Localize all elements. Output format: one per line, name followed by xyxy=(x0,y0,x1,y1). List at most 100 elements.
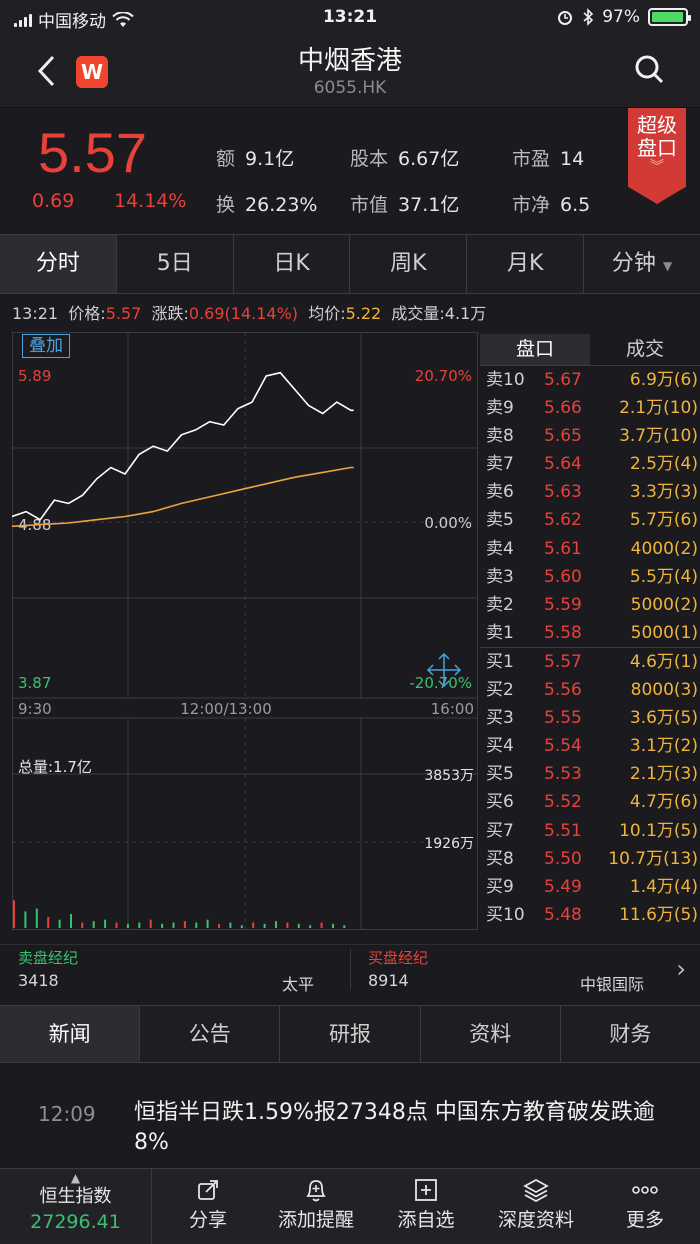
intraday-chart[interactable]: 5.89 4.88 3.87 20.70% 0.00% -20.70% 9:30… xyxy=(11,332,478,930)
tab-orderbook[interactable]: 盘口 xyxy=(480,334,590,365)
ask-row[interactable]: 卖8 5.65 3.7万(10) xyxy=(480,422,700,450)
buy-broker-name: 中银国际 xyxy=(580,975,645,994)
ask-row[interactable]: 卖9 5.66 2.1万(10) xyxy=(480,394,700,422)
broker-divider xyxy=(350,949,351,989)
bid-price: 5.57 xyxy=(544,651,582,672)
bid-row[interactable]: 买10 5.48 11.6万(5) xyxy=(480,901,700,929)
tab-minute[interactable]: 分钟 ▼ xyxy=(611,251,673,276)
tab-daily-k[interactable]: 日K xyxy=(234,235,351,293)
ask-level-label: 卖6 xyxy=(486,482,514,503)
tab-announcements[interactable]: 公告 xyxy=(140,1006,281,1062)
more-button[interactable]: 更多 xyxy=(616,1177,674,1232)
ask-row[interactable]: 卖4 5.61 4000(2) xyxy=(480,535,700,563)
ask-volume: 5.5万(4) xyxy=(629,566,698,587)
back-button[interactable] xyxy=(36,54,56,94)
ask-row[interactable]: 卖1 5.58 5000(1) xyxy=(480,619,700,647)
volume-bar xyxy=(309,925,312,928)
add-watchlist-button[interactable]: 添自选 xyxy=(390,1177,462,1232)
more-icon xyxy=(632,1186,658,1194)
bid-row[interactable]: 买2 5.56 8000(3) xyxy=(480,676,700,704)
bid-level-label: 买2 xyxy=(486,680,514,701)
add-alert-button[interactable]: 添加提醒 xyxy=(270,1177,362,1232)
tab-monthly-k[interactable]: 月K xyxy=(467,235,585,293)
ask-volume: 3.3万(3) xyxy=(629,482,698,503)
bid-volume: 1.4万(4) xyxy=(629,876,698,897)
ask-price: 5.63 xyxy=(544,482,582,503)
bid-row[interactable]: 买9 5.49 1.4万(4) xyxy=(480,873,700,901)
status-bar: 中国移动 13:21 97% xyxy=(0,0,700,36)
price-change-percent: 14.14% xyxy=(114,190,187,212)
index-ticker[interactable]: ▲ 恒生指数 27296.41 xyxy=(0,1169,152,1244)
tab-trades[interactable]: 成交 xyxy=(625,338,664,360)
bid-price: 5.50 xyxy=(544,848,582,869)
volume-bar xyxy=(286,922,289,928)
buy-broker-id: 8914 xyxy=(368,971,409,990)
price-high-label: 5.89 xyxy=(18,367,51,385)
nav-bar: W 中烟香港 6055.HK xyxy=(0,36,700,108)
search-button[interactable] xyxy=(634,54,664,84)
ask-row[interactable]: 卖5 5.62 5.7万(6) xyxy=(480,506,700,534)
bid-level-label: 买8 xyxy=(486,848,514,869)
bid-volume: 4.6万(1) xyxy=(629,651,698,672)
pct-mid-label: 0.00% xyxy=(424,514,472,532)
chevron-right-icon[interactable]: › xyxy=(676,955,686,983)
volume-bar xyxy=(172,922,175,928)
broker-panel[interactable]: 卖盘经纪 3418 太平 买盘经纪 8914 中银国际 › xyxy=(0,944,700,994)
bid-row[interactable]: 买6 5.52 4.7万(6) xyxy=(480,788,700,816)
app-logo[interactable]: W xyxy=(76,56,108,88)
bid-row[interactable]: 买8 5.50 10.7万(13) xyxy=(480,845,700,873)
index-name: 恒生指数 xyxy=(39,1186,112,1207)
ask-price: 5.65 xyxy=(544,426,582,447)
volume-bar xyxy=(58,919,61,928)
fullscreen-icon[interactable] xyxy=(426,652,462,688)
tab-weekly-k[interactable]: 周K xyxy=(350,235,468,293)
tab-financials[interactable]: 财务 xyxy=(609,1022,652,1046)
signal-icon xyxy=(14,13,32,27)
bid-level-label: 买9 xyxy=(486,876,514,897)
ask-row[interactable]: 卖3 5.60 5.5万(4) xyxy=(480,563,700,591)
bid-volume: 10.7万(13) xyxy=(608,848,698,869)
ask-level-label: 卖5 xyxy=(486,510,514,531)
news-item[interactable]: 12:09 恒指半日跌1.59%报27348点 中国东方教育破发跌逾8% xyxy=(0,1064,700,1168)
ask-volume: 6.9万(6) xyxy=(629,370,698,390)
bid-level-label: 买7 xyxy=(486,820,514,841)
sell-broker-name: 太平 xyxy=(282,975,315,994)
news-headline: 恒指半日跌1.59%报27348点 中国东方教育破发跌逾8% xyxy=(134,1100,655,1155)
bid-row[interactable]: 买7 5.51 10.1万(5) xyxy=(480,817,700,845)
ask-volume: 4000(2) xyxy=(630,538,698,559)
bluetooth-icon xyxy=(583,8,594,26)
tab-profile[interactable]: 资料 xyxy=(421,1006,561,1062)
order-book: 盘口 成交 卖10 5.67 6.9万(6) 卖9 5.66 2.1万(10) 卖8 5.65… xyxy=(480,334,700,929)
bid-level-label: 买6 xyxy=(486,792,514,813)
layers-icon xyxy=(523,1178,549,1203)
tab-news[interactable]: 新闻 xyxy=(0,1006,141,1062)
deep-data-button[interactable]: 深度资料 xyxy=(488,1177,584,1232)
ask-row[interactable]: 卖7 5.64 2.5万(4) xyxy=(480,450,700,478)
bid-row[interactable]: 买3 5.55 3.6万(5) xyxy=(480,704,700,732)
book-divider xyxy=(480,646,700,648)
super-orderbook-button[interactable]: 超级 盘口 ︾ xyxy=(628,108,686,204)
bid-row[interactable]: 买5 5.53 2.1万(3) xyxy=(480,760,700,788)
ask-level-label: 卖10 xyxy=(486,370,525,390)
tab-5day[interactable]: 5日 xyxy=(117,235,234,293)
bid-price: 5.49 xyxy=(544,876,582,897)
tab-intraday[interactable]: 分时 xyxy=(0,235,117,293)
bid-row[interactable]: 买4 5.54 3.1万(2) xyxy=(480,732,700,760)
bid-volume: 8000(3) xyxy=(630,680,698,701)
volume-bar xyxy=(24,911,27,928)
ask-level-label: 卖8 xyxy=(486,426,514,447)
volume-bar xyxy=(263,923,266,928)
ask-level-label: 卖4 xyxy=(486,538,514,559)
share-button[interactable]: 分享 xyxy=(178,1177,238,1232)
buy-broker-label: 买盘经纪 xyxy=(368,949,429,967)
overlay-button[interactable]: 叠加 xyxy=(22,334,70,358)
ask-row[interactable]: 卖2 5.59 5000(2) xyxy=(480,591,700,619)
ask-row[interactable]: 卖10 5.67 6.9万(6) xyxy=(480,366,700,394)
bid-level-label: 买4 xyxy=(486,736,514,757)
tab-research[interactable]: 研报 xyxy=(280,1006,421,1062)
news-time: 12:09 xyxy=(38,1102,96,1126)
ask-price: 5.66 xyxy=(544,398,582,419)
bid-row[interactable]: 买1 5.57 4.6万(1) xyxy=(480,648,700,676)
bid-volume: 10.1万(5) xyxy=(619,820,698,841)
ask-row[interactable]: 卖6 5.63 3.3万(3) xyxy=(480,478,700,506)
